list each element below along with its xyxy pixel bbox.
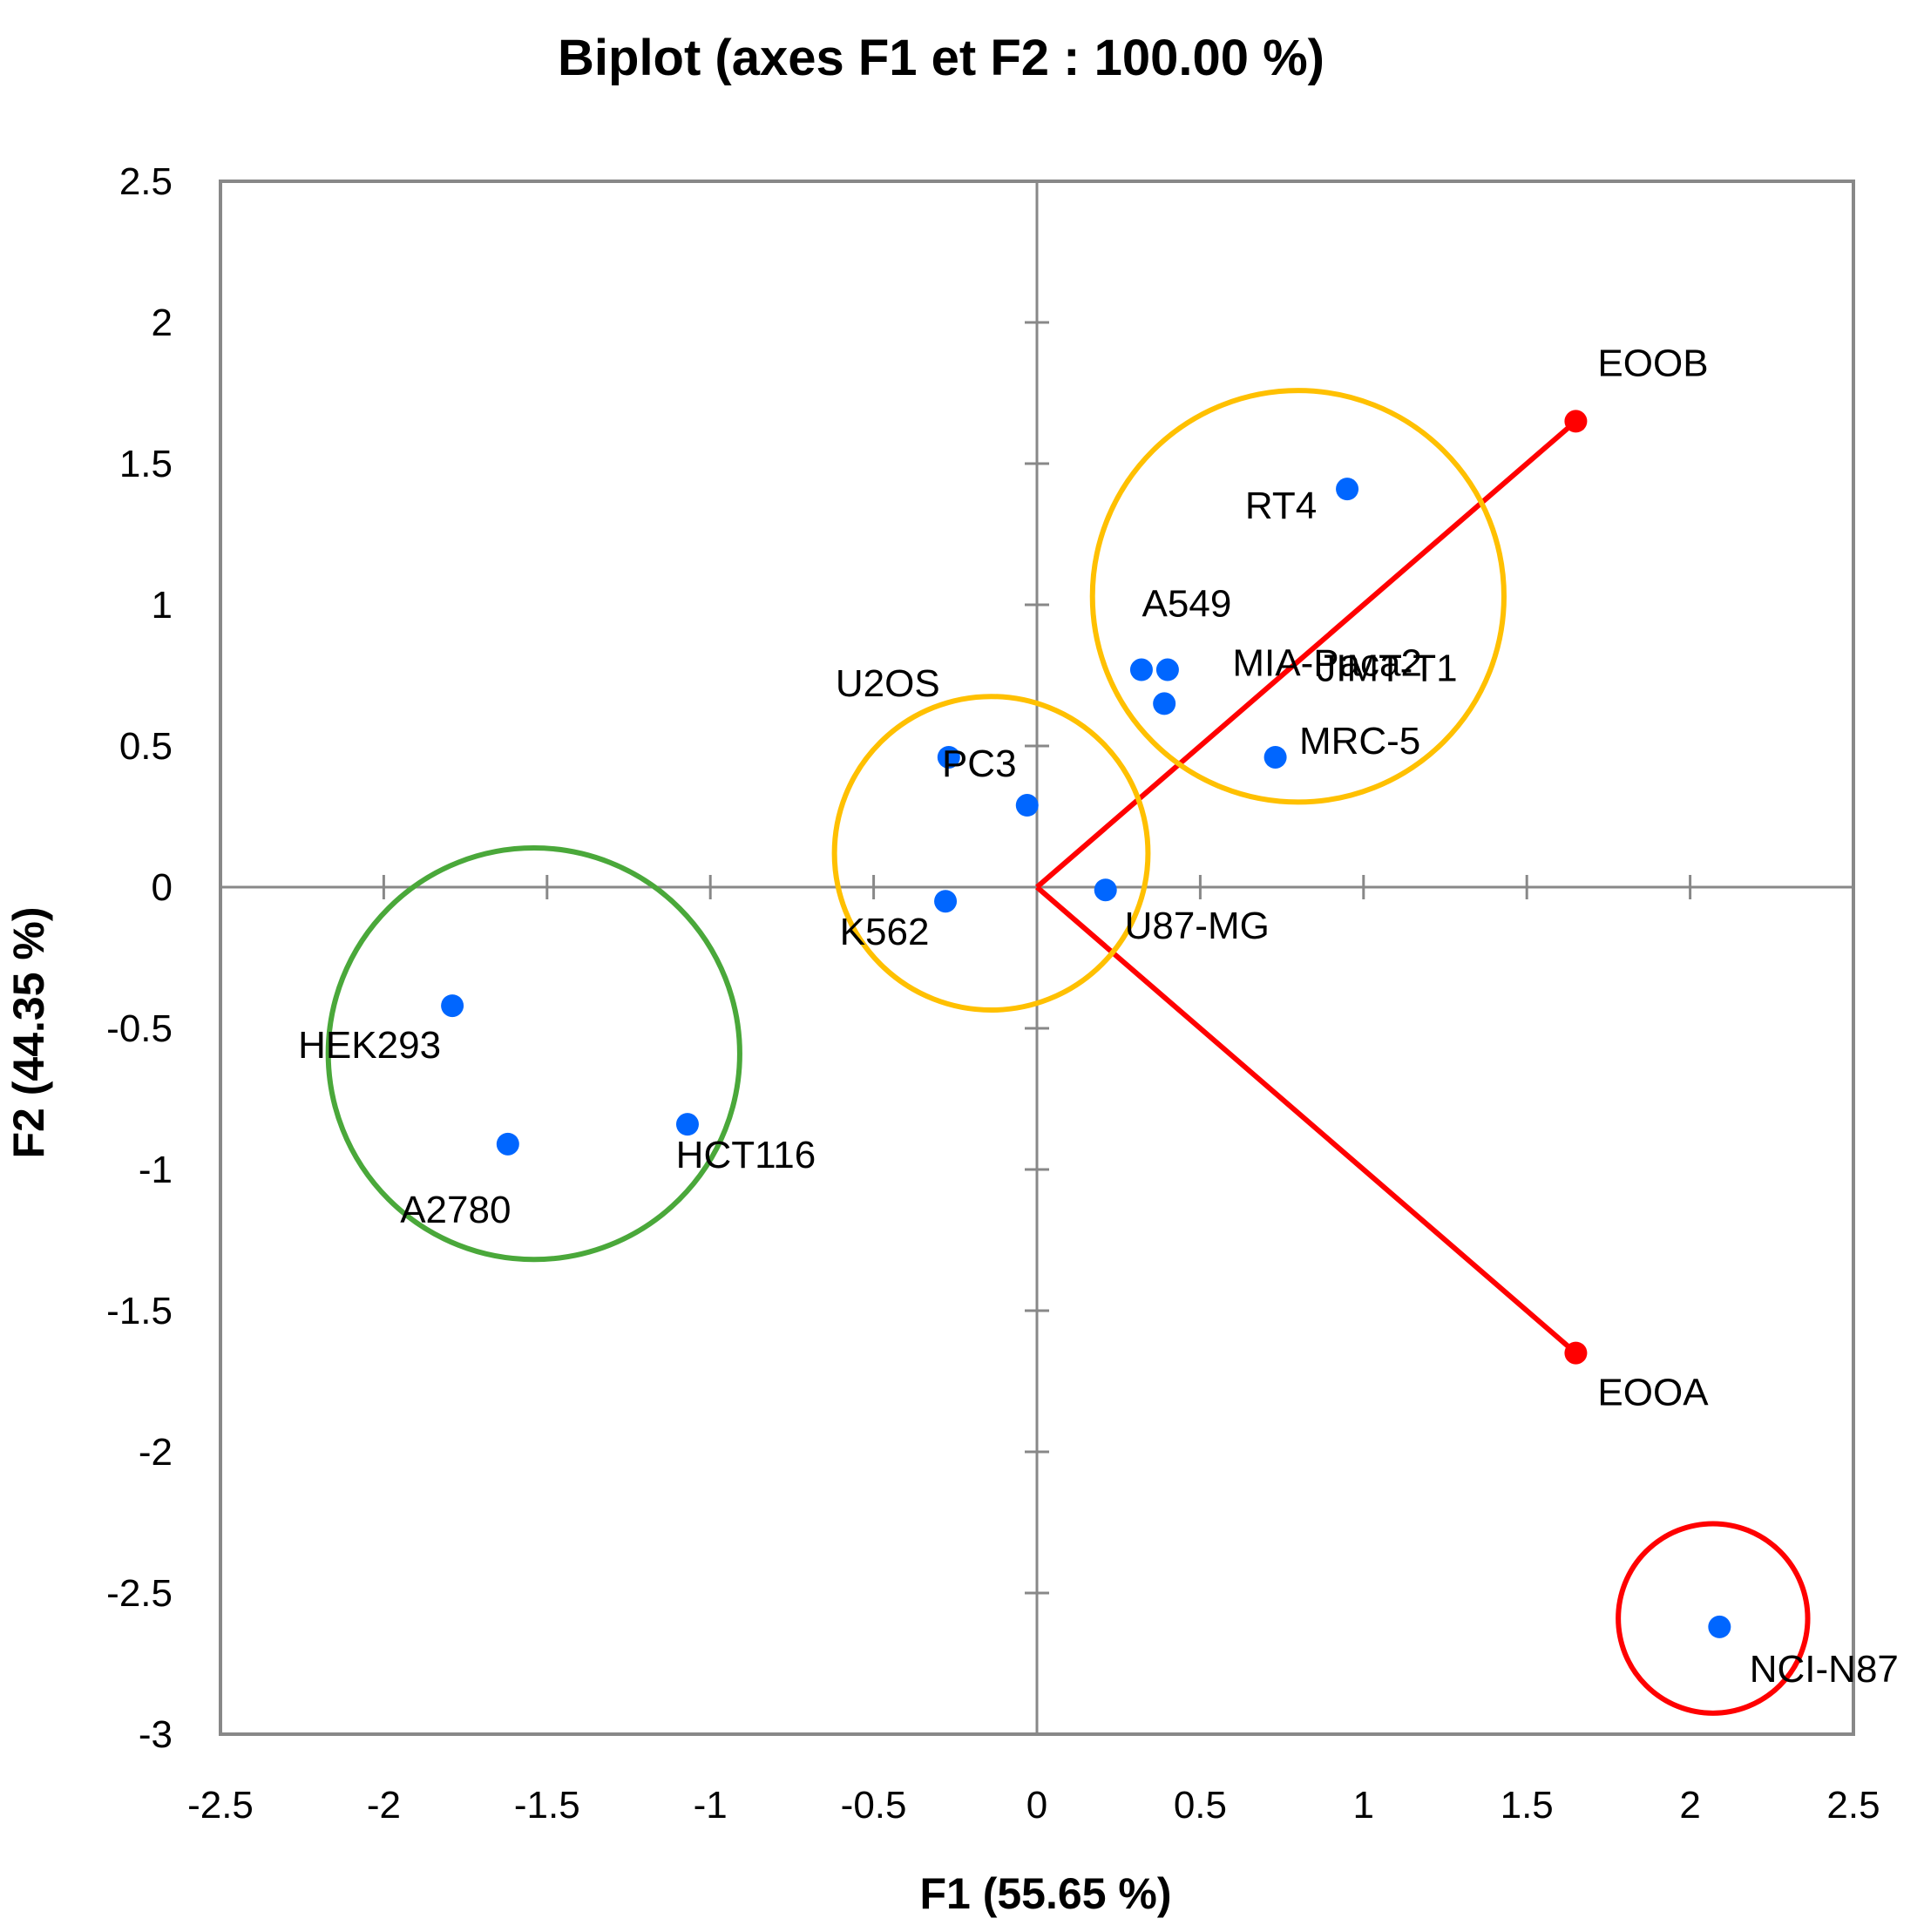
observation-point: [1263, 745, 1287, 769]
cluster-circles: [325, 388, 1811, 1716]
observation-label: MIA-Paca2: [1232, 641, 1422, 684]
x-tick-label: 0.5: [1174, 1784, 1227, 1827]
x-tick-label: 2.5: [1826, 1784, 1880, 1827]
x-tick-label: 0: [1026, 1784, 1047, 1827]
y-tick-label: -2.5: [106, 1572, 173, 1615]
observation-point: [1129, 658, 1153, 681]
observation-label: K562: [840, 911, 930, 953]
y-tick-label: -3: [139, 1713, 173, 1756]
observation-label: HEK293: [298, 1024, 441, 1067]
cluster-circle: [325, 845, 742, 1263]
observation-point: [1336, 478, 1359, 501]
cluster-circle: [831, 694, 1151, 1013]
y-tick-label: -1.5: [106, 1290, 173, 1332]
variable-vector-line: [1035, 885, 1578, 1355]
cluster-circle: [1616, 1521, 1811, 1716]
x-tick-label: -2: [367, 1784, 401, 1827]
variable-vectors: EOOB EOOA: [1035, 342, 1709, 1414]
y-tick-label: 0.5: [119, 725, 173, 768]
observation-label: U2OS: [836, 662, 940, 705]
y-tick-label: -0.5: [106, 1007, 173, 1050]
x-tick-label: 1: [1353, 1784, 1374, 1827]
observation-point: [675, 1113, 699, 1136]
observation-label: U87-MG: [1125, 905, 1270, 947]
observation-label: JIMT-T1: [1317, 647, 1457, 690]
cluster-circle: [1089, 388, 1507, 805]
chart-title: Biplot (axes F1 et F2 : 100.00 %): [558, 30, 1324, 86]
variable-point: [1564, 1341, 1588, 1365]
observation-label: MRC-5: [1299, 720, 1420, 763]
axis-ticks: -2.5 -2 -1.5 -1 -0.5 0 0.5 1 1.5 2 2.5 -3 -2.5 -2 -1.5…: [106, 160, 1880, 1827]
observation-point: [937, 745, 960, 769]
x-axis-label: F1 (55.65 %): [919, 1869, 1171, 1918]
observation-point: [1015, 794, 1039, 817]
observation-label: HCT116: [676, 1134, 816, 1176]
variable-label: EOOB: [1597, 342, 1708, 384]
y-tick-label: 0: [152, 866, 173, 909]
observation-label: NCI-N87: [1750, 1648, 1899, 1691]
y-tick-label: -2: [139, 1431, 173, 1474]
observation-label: A2780: [400, 1189, 511, 1231]
x-tick-label: -1: [694, 1784, 728, 1827]
plot-frame: [219, 180, 1855, 1736]
observation-point: [1708, 1615, 1731, 1638]
x-tick-label: 2: [1679, 1784, 1700, 1827]
y-tick-label: -1: [139, 1149, 173, 1191]
observation-point: [934, 890, 958, 913]
x-tick-label: -2.5: [187, 1784, 254, 1827]
observation-point: [496, 1132, 519, 1156]
variable-point: [1564, 410, 1588, 433]
y-axis-label: F2 (44.35 %): [4, 906, 53, 1158]
observation-point: [1155, 658, 1179, 681]
y-tick-label: 1: [152, 584, 173, 627]
x-tick-label: -1.5: [514, 1784, 580, 1827]
y-tick-label: 2.5: [119, 160, 173, 203]
variable-vector-line: [1035, 419, 1578, 890]
observation-label: PC3: [942, 742, 1017, 785]
observation-point: [1094, 878, 1117, 902]
observation-label: A549: [1142, 583, 1232, 626]
observation-label: RT4: [1245, 485, 1317, 527]
y-tick-label: 2: [152, 302, 173, 344]
observation-point: [1153, 692, 1176, 715]
variable-label: EOOA: [1597, 1372, 1709, 1414]
x-tick-label: 1.5: [1501, 1784, 1554, 1827]
observation-point: [441, 994, 464, 1018]
y-tick-label: 1.5: [119, 443, 173, 485]
x-tick-label: -0.5: [841, 1784, 907, 1827]
